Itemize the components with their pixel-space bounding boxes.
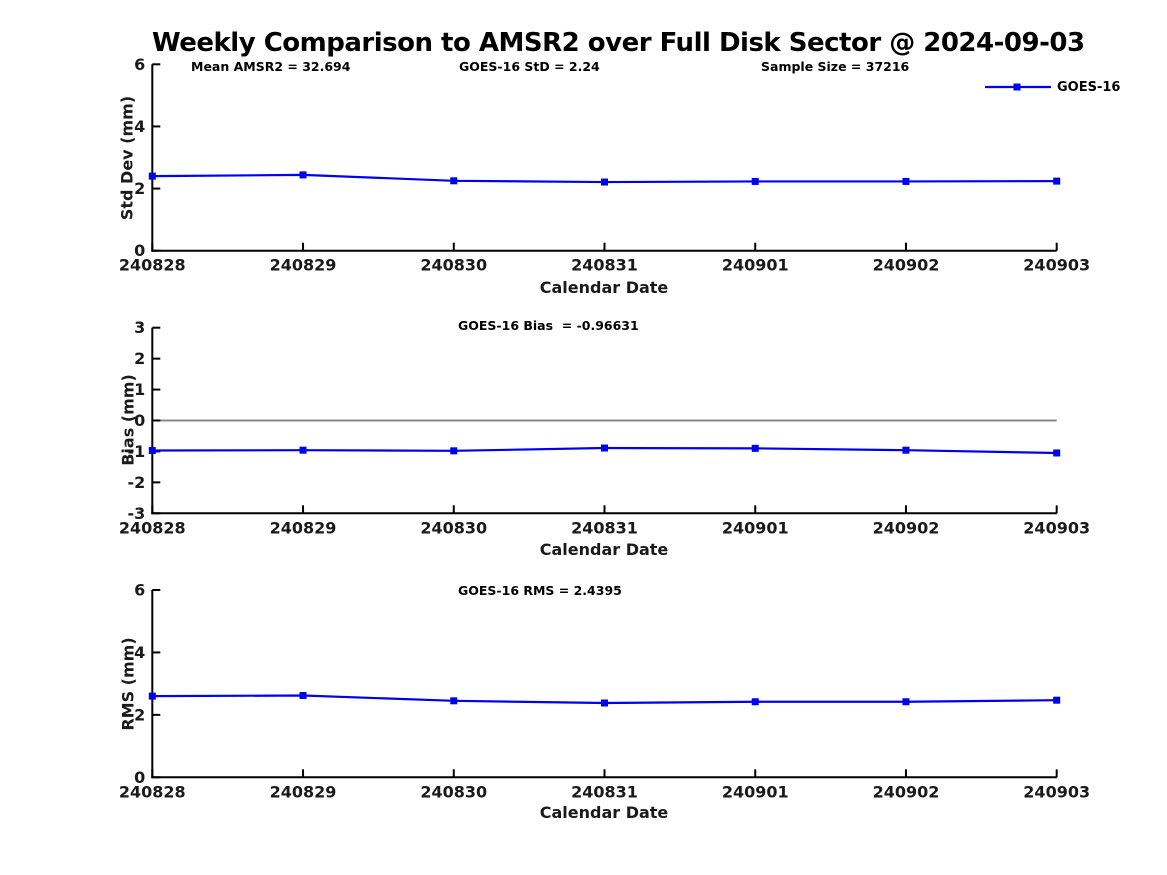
- x-tick-label: 240902: [873, 518, 940, 537]
- goes16-marker: [299, 171, 307, 179]
- xlabel-rms: Calendar Date: [539, 803, 669, 822]
- y-tick-label: 0: [134, 241, 145, 260]
- subplot-rms: 0 2 4 6 240828 240829 240830 240831 240901 240902…: [119, 581, 1090, 802]
- x-tick-label: 240830: [420, 256, 487, 275]
- legend-label: GOES-16: [1057, 79, 1121, 95]
- y-tick-label: -2: [128, 473, 146, 492]
- y-tick-label: -3: [128, 504, 146, 523]
- x-tick-label: 240829: [270, 518, 337, 537]
- y-tick-label: 4: [134, 643, 145, 662]
- y-tick-label: 6: [134, 55, 145, 74]
- x-tick-label: 240902: [873, 782, 940, 801]
- x-tick-label: 240901: [722, 518, 789, 537]
- x-tick-label: 240829: [270, 256, 337, 275]
- y-tick-label: 0: [134, 411, 145, 430]
- y-tick-label: 4: [134, 117, 145, 136]
- goes16-marker: [751, 698, 759, 706]
- goes16-marker: [751, 177, 759, 185]
- goes16-marker: [148, 172, 156, 180]
- legend-square-marker-icon: [1013, 83, 1021, 91]
- goes16-marker: [450, 447, 458, 455]
- legend-line-sample: [985, 83, 1051, 91]
- goes16-marker: [450, 697, 458, 705]
- x-tick-label: 240830: [420, 782, 487, 801]
- goes16-marker: [299, 446, 307, 454]
- annotation-goes16-std: GOES-16 StD = 2.24: [459, 59, 600, 74]
- annotation-goes16-bias: GOES-16 Bias = -0.96631: [458, 318, 639, 333]
- x-tick-label: 240903: [1023, 256, 1090, 275]
- y-tick-label: 2: [134, 349, 145, 368]
- annotation-mean-amsr2: Mean AMSR2 = 32.694: [191, 59, 351, 74]
- goes16-marker: [450, 177, 458, 185]
- x-tick-label: 240831: [571, 256, 638, 275]
- xlabel-bias: Calendar Date: [539, 540, 669, 559]
- y-tick-label: 6: [134, 581, 145, 600]
- x-tick-label: 240828: [119, 256, 186, 275]
- x-tick-label: 240903: [1023, 518, 1090, 537]
- goes16-marker: [902, 177, 910, 185]
- goes16-marker: [148, 447, 156, 455]
- goes16-marker: [902, 446, 910, 454]
- y-tick-label: 3: [134, 318, 145, 337]
- y-tick-label: -1: [128, 442, 146, 461]
- goes16-marker: [601, 699, 608, 707]
- y-tick-label: 2: [134, 705, 145, 724]
- goes16-marker: [299, 692, 307, 700]
- annotation-sample-size: Sample Size = 37216: [761, 59, 910, 74]
- goes16-marker: [902, 698, 910, 706]
- goes16-marker: [1053, 696, 1061, 704]
- goes16-marker: [751, 444, 759, 452]
- x-tick-label: 240831: [571, 782, 638, 801]
- x-tick-label: 240902: [873, 256, 940, 275]
- x-tick-label: 240828: [119, 782, 186, 801]
- figure-title: Weekly Comparison to AMSR2 over Full Dis…: [152, 28, 1085, 58]
- x-tick-label: 240901: [722, 256, 789, 275]
- annotation-goes16-rms: GOES-16 RMS = 2.4395: [458, 583, 622, 598]
- x-tick-label: 240901: [722, 782, 789, 801]
- goes16-marker: [148, 692, 156, 700]
- x-tick-label: 240830: [420, 518, 487, 537]
- y-tick-label: 1: [134, 380, 145, 399]
- subplot-stddev: 0 2 4 6 240828 240829 240830 240831 240901 240902…: [119, 55, 1090, 275]
- y-tick-label: 2: [134, 179, 145, 198]
- goes16-marker: [601, 444, 608, 452]
- x-tick-label: 240829: [270, 782, 337, 801]
- x-tick-label: 240828: [119, 518, 186, 537]
- x-tick-label: 240903: [1023, 782, 1090, 801]
- goes16-marker: [601, 178, 608, 186]
- goes16-marker: [1053, 177, 1061, 185]
- y-tick-label: 0: [134, 768, 145, 787]
- xlabel-stddev: Calendar Date: [539, 278, 669, 297]
- x-tick-label: 240831: [571, 518, 638, 537]
- legend: GOES-16: [984, 79, 1120, 95]
- goes16-marker: [1053, 449, 1061, 457]
